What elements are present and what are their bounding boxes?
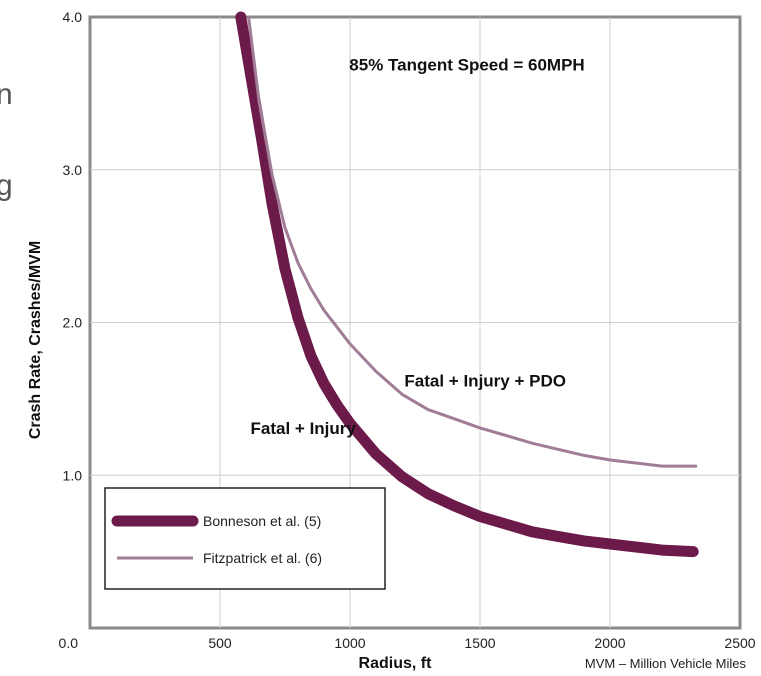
legend-label-bonneson: Bonneson et al. (5) (203, 513, 321, 529)
cropped-edge-glyph: g (0, 169, 13, 202)
legend: Bonneson et al. (5) Fitzpatrick et al. (… (104, 487, 386, 590)
x-tick-label: 1500 (464, 635, 495, 651)
series-line-bonneson (235, 11, 699, 558)
y-axis-title: Crash Rate, Crashes/MVM (27, 241, 44, 439)
y-tick-label: 1.0 (63, 467, 83, 483)
x-tick-label: 1000 (334, 635, 365, 651)
annotations: 85% Tangent Speed = 60MPH Fatal + Injury … (251, 55, 585, 438)
y-tick-label: 3.0 (63, 162, 83, 178)
annotation: 85% Tangent Speed = 60MPH (349, 55, 584, 74)
x-tick-label: 2500 (724, 635, 755, 651)
x-tick-label: 500 (208, 635, 232, 651)
legend-label-fitzpatrick: Fitzpatrick et al. (6) (203, 550, 322, 566)
series-layer (235, 11, 699, 558)
y-tick-label: 0.0 (59, 635, 79, 651)
y-tick-label: 2.0 (63, 315, 83, 331)
annotation: Fatal + Injury + PDO (404, 372, 566, 391)
y-tick-label: 4.0 (63, 9, 83, 25)
footnote: MVM – Million Vehicle Miles (585, 656, 747, 671)
annotation: Fatal + Injury (251, 419, 357, 438)
legend-box (104, 487, 386, 590)
x-tick-label: 2000 (594, 635, 625, 651)
x-axis-title: Radius, ft (359, 655, 433, 672)
cropped-edge-glyph: n (0, 78, 13, 111)
ticks: 500 1000 1500 2000 2500 0.0 1.0 2.0 3.0 4.0 (59, 9, 756, 651)
edge-text: n g (0, 78, 13, 202)
series-line-fitzpatrick (247, 15, 698, 468)
